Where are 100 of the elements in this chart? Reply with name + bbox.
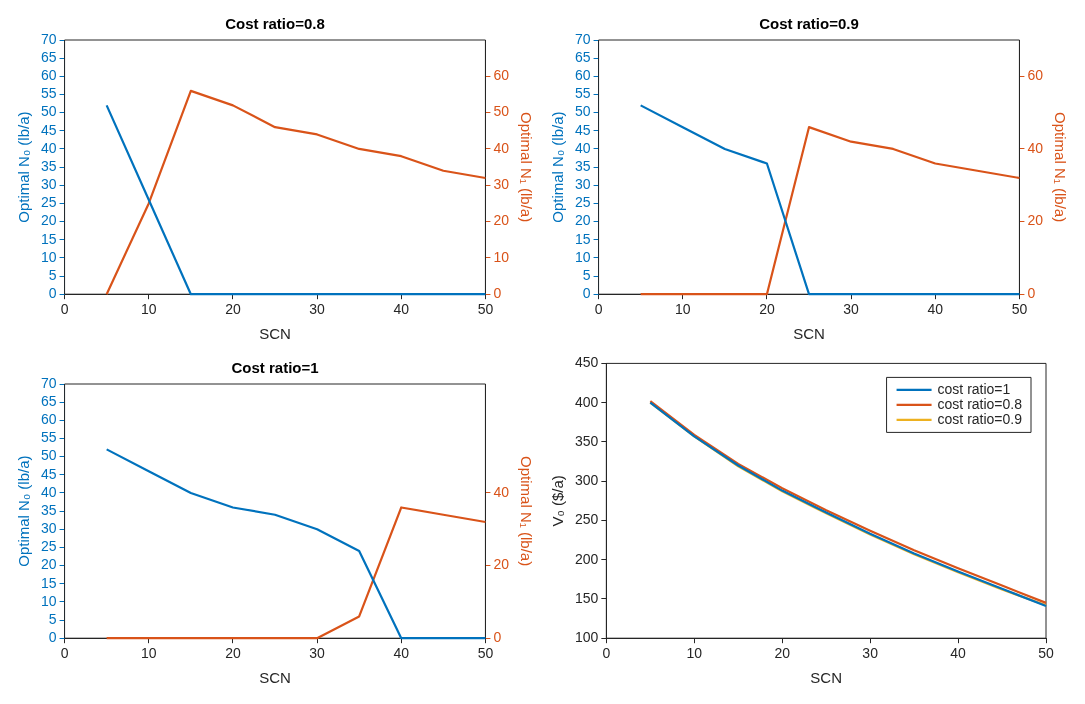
x-tick-label: 40	[950, 645, 967, 662]
y-axis-title: V₀ ($/a)	[549, 475, 567, 527]
y2-tick-label: 10	[493, 248, 510, 265]
y2-tick-label: 60	[493, 67, 510, 84]
x-tick-label: 50	[477, 301, 494, 318]
y-tick-label: 350	[575, 432, 599, 449]
y-tick-label: 300	[575, 472, 599, 489]
y2-axis-title: Optimal N₁ (lb/a)	[517, 112, 535, 223]
y-tick-label: 20	[40, 556, 57, 573]
y-tick-label: 10	[40, 248, 57, 265]
chart-title: Cost ratio=0.8	[225, 15, 325, 33]
y-tick-label: 55	[40, 429, 57, 446]
x-tick-label: 0	[60, 301, 69, 318]
y-tick-label: 60	[40, 411, 57, 428]
y-tick-label: 30	[40, 176, 57, 193]
legend-label: cost ratio=1	[937, 380, 1011, 397]
y-tick-label: 25	[40, 538, 57, 555]
y-tick-label: 30	[574, 176, 591, 193]
y-tick-label: 250	[575, 511, 599, 528]
x-tick-label: 30	[862, 645, 879, 662]
y2-tick-label: 50	[493, 103, 510, 120]
y-tick-label: 20	[574, 212, 591, 229]
y-tick-label: 400	[575, 393, 599, 410]
x-axis-title: SCN	[259, 325, 291, 343]
x-tick-label: 40	[927, 301, 944, 318]
y-tick-label: 65	[40, 49, 57, 66]
y-tick-label: 20	[40, 212, 57, 229]
y-tick-label: 65	[40, 393, 57, 410]
x-axis-title: SCN	[793, 325, 825, 343]
y-tick-label: 25	[574, 194, 591, 211]
y-tick-label: 35	[40, 157, 57, 174]
y-tick-label: 45	[40, 121, 57, 138]
y-tick-label: 10	[574, 248, 591, 265]
x-tick-label: 10	[140, 645, 157, 662]
y-tick-label: 70	[40, 374, 57, 391]
x-tick-label: 50	[1038, 645, 1054, 662]
x-tick-label: 40	[393, 645, 410, 662]
y2-tick-label: 60	[1027, 67, 1044, 84]
y-tick-label: 50	[40, 103, 57, 120]
y2-tick-label: 40	[1027, 139, 1044, 156]
x-tick-label: 10	[686, 645, 703, 662]
y2-tick-label: 40	[493, 483, 510, 500]
y-tick-label: 0	[48, 285, 57, 302]
x-tick-label: 10	[140, 301, 157, 318]
y-tick-label: 15	[574, 230, 591, 247]
legend-label: cost ratio=0.8	[937, 395, 1023, 412]
y-tick-label: 60	[574, 67, 591, 84]
y-tick-label: 50	[40, 447, 57, 464]
y-tick-label: 40	[40, 483, 57, 500]
y-axis-title: Optimal N₀ (lb/a)	[15, 111, 33, 223]
y2-tick-label: 40	[493, 139, 510, 156]
y-tick-label: 0	[48, 629, 57, 646]
y-tick-label: 15	[40, 574, 57, 591]
x-axis-title: SCN	[259, 669, 291, 687]
chart-title: Cost ratio=0.9	[759, 15, 859, 33]
x-tick-label: 10	[674, 301, 691, 318]
y-tick-label: 55	[40, 85, 57, 102]
y-tick-label: 55	[574, 85, 591, 102]
y2-tick-label: 0	[493, 285, 502, 302]
x-tick-label: 20	[225, 645, 241, 662]
y2-axis-title: Optimal N₁ (lb/a)	[517, 456, 535, 567]
y-tick-label: 35	[40, 501, 57, 518]
y2-tick-label: 0	[493, 629, 502, 646]
x-tick-label: 30	[309, 645, 326, 662]
y-axis-title: Optimal N₀ (lb/a)	[15, 455, 33, 567]
y-tick-label: 70	[574, 30, 591, 47]
y2-tick-label: 20	[1027, 212, 1044, 229]
x-tick-label: 20	[225, 301, 241, 318]
x-tick-label: 20	[759, 301, 775, 318]
y-tick-label: 70	[40, 30, 57, 47]
x-tick-label: 40	[393, 301, 410, 318]
y-tick-label: 0	[582, 285, 591, 302]
y-tick-label: 100	[575, 629, 599, 646]
y2-axis-title: Optimal N₁ (lb/a)	[1051, 112, 1069, 223]
x-axis-title: SCN	[810, 669, 843, 687]
x-tick-label: 20	[774, 645, 791, 662]
y-axis-title: Optimal N₀ (lb/a)	[549, 111, 567, 223]
y2-tick-label: 20	[493, 556, 510, 573]
y-tick-label: 35	[574, 157, 591, 174]
y-tick-label: 25	[40, 194, 57, 211]
y2-tick-label: 0	[1027, 285, 1036, 302]
y-tick-label: 60	[40, 67, 57, 84]
y-tick-label: 450	[575, 354, 599, 371]
y-tick-label: 40	[40, 139, 57, 156]
x-tick-label: 0	[602, 645, 611, 662]
y-tick-label: 200	[575, 550, 599, 567]
y2-tick-label: 30	[493, 176, 510, 193]
x-tick-label: 50	[1011, 301, 1028, 318]
y-tick-label: 45	[40, 465, 57, 482]
legend-label: cost ratio=0.9	[937, 410, 1023, 427]
y2-tick-label: 20	[493, 212, 510, 229]
y-tick-label: 150	[575, 589, 599, 606]
x-tick-label: 50	[477, 645, 494, 662]
y-tick-label: 65	[574, 49, 591, 66]
y-tick-label: 5	[48, 610, 57, 627]
y-tick-label: 50	[574, 103, 591, 120]
x-tick-label: 30	[309, 301, 326, 318]
x-tick-label: 0	[60, 645, 69, 662]
y-tick-label: 5	[48, 266, 57, 283]
y-tick-label: 10	[40, 592, 57, 609]
